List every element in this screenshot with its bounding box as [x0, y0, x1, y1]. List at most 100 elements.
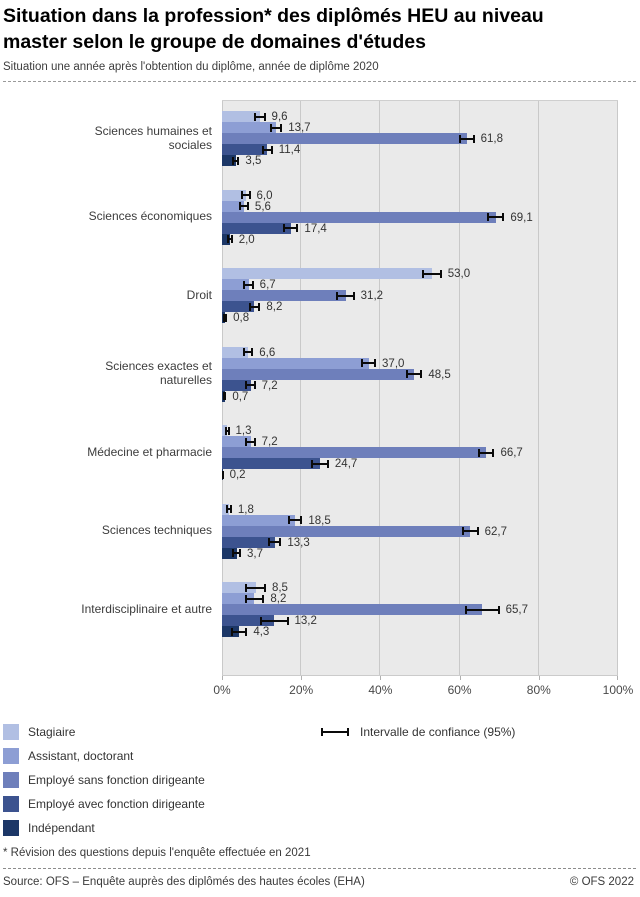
error-bar	[223, 392, 227, 400]
x-axis: 0% 20% 40% 60% 80% 100%	[213, 676, 633, 700]
x-tick-label: 40%	[368, 683, 393, 697]
legend-swatch-assistant-doctorant	[3, 748, 19, 764]
source-text: Source: OFS – Enquête auprès des diplômé…	[3, 876, 365, 888]
x-tick-label: 20%	[289, 683, 314, 697]
legend-item-stagiaire: Stagiaire	[3, 720, 321, 744]
category-label: Médecine et pharmacie	[47, 424, 212, 479]
error-bar	[245, 583, 266, 592]
error-bar	[283, 224, 299, 232]
error-bar	[244, 594, 265, 603]
gridline	[617, 101, 618, 675]
bar-row: 3,7	[222, 547, 618, 560]
bar-group: 9,6 13,7 61,8 11,4 3,5	[222, 111, 618, 167]
value-label: 2,0	[238, 233, 255, 246]
error-bar	[261, 145, 273, 154]
bar-row: 31,2	[222, 290, 618, 302]
bar-row: 48,5	[222, 368, 618, 381]
bar-row: 7,2	[222, 436, 618, 448]
error-bar	[267, 538, 282, 546]
legend-item-employe-avec-fonction: Employé avec fonction dirigeante	[3, 792, 321, 816]
gridline	[458, 101, 460, 675]
category-label: Sciences économiques	[47, 189, 212, 244]
bar-row: 0,2	[221, 469, 618, 481]
bar-stagiaire	[222, 111, 261, 122]
category-labels: Sciences humaines et sociales Sciences éc…	[3, 100, 222, 700]
axis-tick	[301, 676, 303, 680]
error-bar	[223, 313, 228, 322]
legend-item-label: Stagiaire	[28, 725, 76, 739]
error-bar	[241, 191, 251, 199]
bar-row: 18,5	[222, 514, 618, 527]
error-bar	[270, 123, 283, 132]
bar-assistant-doctorant	[222, 279, 249, 290]
error-bar	[245, 381, 256, 389]
value-label: 8,5	[271, 582, 288, 594]
bar-group: 1,8 18,5 62,7 13,3 3,7	[222, 503, 618, 560]
legend-item-assistant-doctorant: Assistant, doctorant	[3, 744, 321, 768]
category-label: Interdisciplinaire et autre	[47, 581, 212, 636]
error-bar	[458, 134, 475, 143]
bar-stagiaire	[222, 346, 249, 358]
value-label: 8,2	[270, 593, 287, 605]
bar-assistant-doctorant	[222, 357, 369, 369]
bar-ind-pendant	[222, 233, 230, 245]
value-label: 1,8	[237, 503, 254, 516]
category-label: Sciences exactes et naturelles	[47, 346, 212, 401]
error-bar	[477, 448, 495, 457]
error-bar	[254, 112, 266, 121]
legend-confidence-interval: Intervalle de confiance (95%)	[321, 720, 515, 744]
error-bar	[405, 370, 423, 378]
value-label: 13,3	[287, 536, 310, 549]
bottom-separator	[3, 868, 636, 869]
axis-tick	[617, 676, 618, 680]
category-label: Sciences humaines et sociales	[47, 110, 212, 165]
error-bar	[224, 426, 230, 435]
bar-stagiaire	[222, 425, 228, 436]
axis-tick	[538, 676, 540, 680]
category-label-text: Médecine et pharmacie	[87, 444, 212, 459]
category-label: Sciences techniques	[47, 503, 212, 558]
category-label-text: Sciences humaines et sociales	[94, 123, 212, 152]
error-bar	[226, 505, 232, 513]
bar-employ-sans-fonction-dirigeante	[222, 211, 496, 223]
legend-swatch-employe-sans-fonction	[3, 772, 19, 788]
legend-swatch-stagiaire	[3, 724, 19, 740]
bar-ind-pendant	[222, 547, 237, 559]
value-label: 8,2	[266, 301, 283, 313]
value-label: 7,2	[261, 379, 278, 392]
error-bar	[221, 470, 224, 479]
bar-stagiaire	[222, 503, 230, 515]
gridline	[379, 101, 381, 675]
bar-row: 66,7	[222, 447, 618, 459]
bar-row: 0,7	[222, 390, 618, 403]
legend-swatch-independant	[3, 820, 19, 836]
axis-tick	[459, 676, 461, 680]
chart-subtitle: Situation une année après l'obtention du…	[3, 61, 379, 73]
bar-employ-avec-fonction-dirigeante	[222, 301, 255, 312]
error-bar	[310, 459, 330, 468]
value-label: 18,5	[308, 514, 331, 527]
error-bar	[336, 291, 355, 300]
bar-assistant-doctorant	[222, 122, 277, 133]
legend-item-label: Assistant, doctorant	[28, 749, 134, 763]
bar-ind-pendant	[222, 155, 236, 166]
bar-ind-pendant	[222, 626, 240, 637]
bar-row: 9,6	[222, 111, 618, 123]
bar-row: 3,5	[222, 155, 618, 167]
bar-chart: Sciences humaines et sociales Sciences éc…	[3, 100, 636, 700]
value-label: 9,6	[271, 111, 288, 123]
bar-row: 11,4	[222, 144, 618, 156]
bar-stagiaire	[222, 582, 256, 593]
value-label: 0,2	[229, 469, 246, 481]
error-bar	[360, 359, 377, 367]
bar-group: 6,0 5,6 69,1 17,4 2,0	[222, 189, 618, 246]
plot-area: 9,6 13,7 61,8 11,4 3,5 6,0 5,6 69,1 17,4 2,0 53,0 6…	[221, 100, 618, 676]
bar-row: 13,2	[222, 615, 618, 627]
value-label: 37,0	[382, 357, 405, 370]
value-label: 31,2	[360, 290, 384, 302]
bar-row: 65,7	[222, 604, 618, 616]
error-bar	[232, 156, 240, 165]
bar-employ-sans-fonction-dirigeante	[222, 368, 415, 380]
bar-row: 6,0	[222, 189, 618, 202]
